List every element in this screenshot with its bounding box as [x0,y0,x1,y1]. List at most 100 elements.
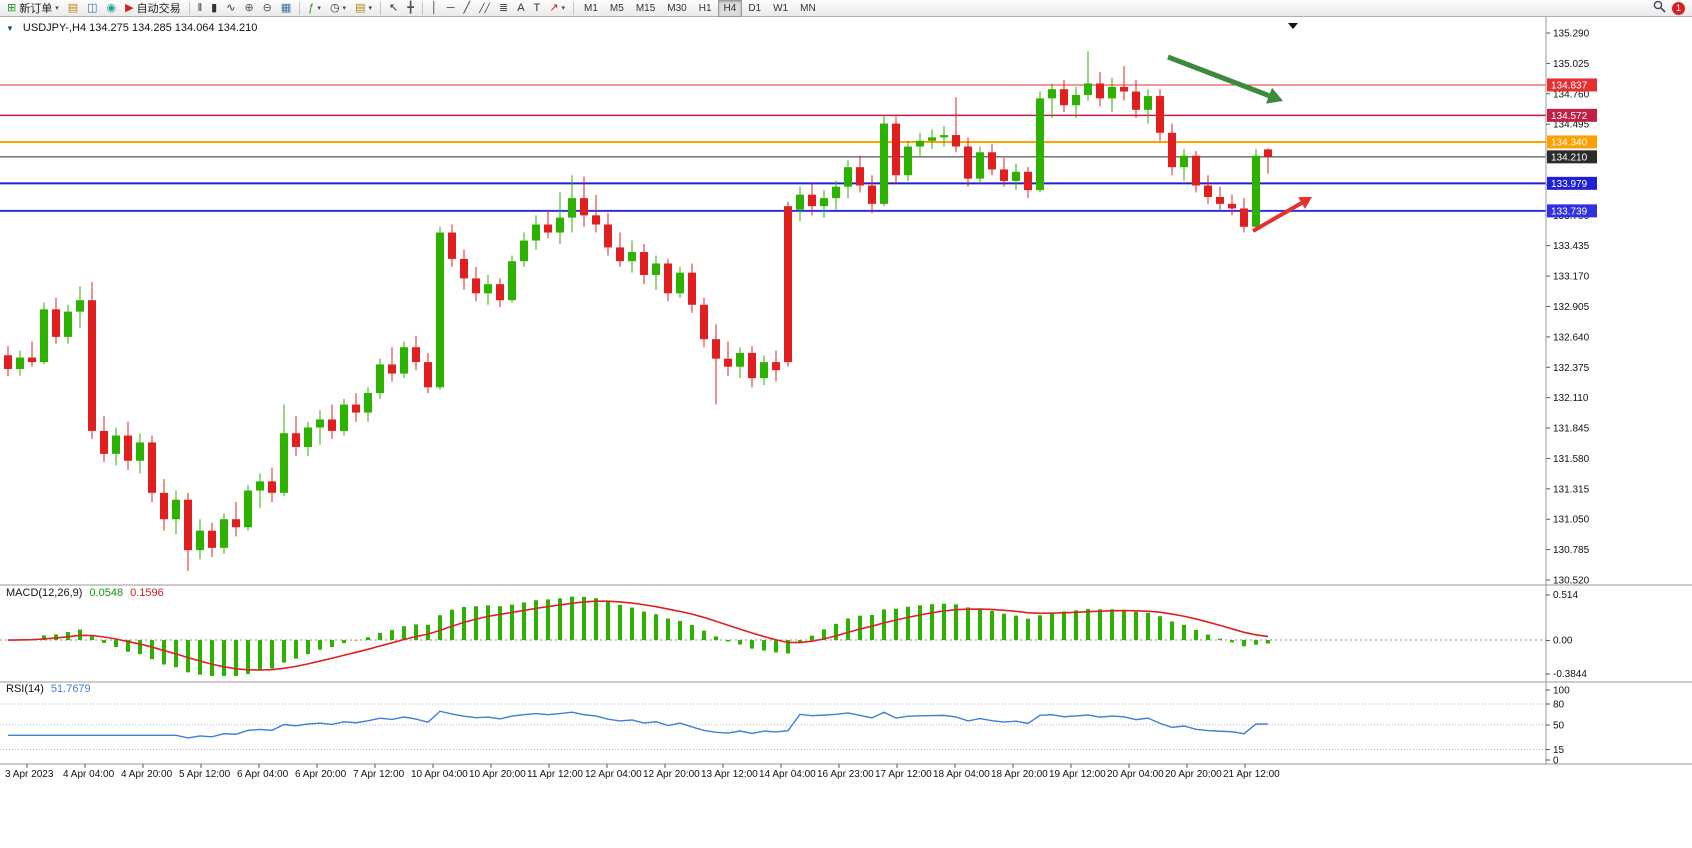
candle [664,263,672,294]
candle [808,194,816,207]
timeframe-MN[interactable]: MN [800,2,816,14]
timeframe-M5[interactable]: M5 [609,2,624,14]
svg-text:80: 80 [1553,700,1565,711]
search-icon[interactable] [1653,0,1666,16]
candle [508,261,516,301]
timeframe-M1[interactable]: M1 [584,2,598,14]
price-chart[interactable]: 135.290135.025134.760134.495134.230133.9… [0,17,1692,848]
candle [1024,171,1032,191]
candle [832,186,840,199]
candle [1204,185,1212,197]
candle [580,198,588,216]
candle [616,247,624,262]
periods-button[interactable]: ◷ ▾ [326,0,350,17]
profiles-button[interactable]: ▤ [64,0,82,17]
candle [316,419,324,428]
macd-main-value: 0.0548 [89,587,124,599]
timeframe-group: M1 M5 M15 M30 H1 H4 D1 W1 MN [578,0,822,17]
market-watch-button[interactable]: ◫ [83,0,101,17]
candle [520,240,528,262]
macd-indicator-label: MACD(12,26,9) 0.0548 0.1596 [6,587,164,599]
candle [1180,155,1188,168]
channel-button[interactable]: ╱╱ [475,0,494,17]
chart-window[interactable]: 135.290135.025134.760134.495134.230133.9… [0,17,1692,848]
candle [124,435,132,461]
svg-text:130.785: 130.785 [1553,545,1590,556]
zoom-in-button[interactable]: ⊕ [240,0,257,17]
svg-text:0.00: 0.00 [1553,636,1573,647]
svg-text:-0.3844: -0.3844 [1553,669,1587,680]
candle [472,278,480,294]
zoom-out-icon: ⊖ [262,1,272,14]
zoom-out-button[interactable]: ⊖ [259,0,276,17]
timeframe-W1[interactable]: W1 [773,2,789,14]
svg-text:131.845: 131.845 [1553,424,1590,435]
candle [1216,196,1224,204]
timeframe-D1[interactable]: D1 [748,2,762,14]
symbol-dropdown-icon[interactable]: ▼ [6,23,14,33]
text-icon: A [517,1,525,14]
bars-chart-button[interactable]: ‖ [194,0,207,17]
notification-badge[interactable]: 1 [1672,1,1685,15]
candle [1228,203,1236,209]
candle [112,435,120,454]
svg-text:134.837: 134.837 [1551,80,1588,91]
profiles-icon: ▤ [67,1,79,14]
toolbar-separator [421,1,423,15]
trendline-button[interactable]: ╱ [460,0,475,17]
autotrade-button[interactable]: ▶ 自动交易 [121,0,184,17]
candle [856,167,864,186]
candle [1072,94,1080,106]
candle [268,481,276,493]
candle [784,206,792,363]
timeframe-H1[interactable]: H1 [698,2,712,14]
svg-text:132.905: 132.905 [1553,302,1590,313]
indicators-button[interactable]: ƒ ▾ [304,0,325,17]
line-chart-button[interactable]: ∿ [222,0,239,17]
toolbar-right-group: 1 [1653,0,1689,16]
svg-text:134.760: 134.760 [1553,89,1590,100]
candle [400,347,408,374]
candle [1120,86,1128,92]
candles[interactable] [4,51,1272,571]
timeframe-H4[interactable]: H4 [717,0,743,17]
candle [424,362,432,388]
text-label-button[interactable]: T [530,0,545,17]
text-button[interactable]: A [513,0,528,17]
trendline-icon: ╱ [463,1,471,14]
candlestick-chart-button[interactable]: ▮ [207,0,221,17]
navigator-button[interactable]: ◉ [103,0,121,17]
candle [256,481,264,491]
arrows-icon: ↗ [549,1,559,14]
svg-text:133.435: 133.435 [1553,241,1590,252]
templates-button[interactable]: ▤ ▾ [351,0,376,17]
horizontal-line-button[interactable]: ─ [443,0,459,17]
svg-text:12 Apr 04:00: 12 Apr 04:00 [585,769,642,780]
svg-text:131.315: 131.315 [1553,484,1590,495]
autotrade-icon: ▶ [125,1,134,14]
candle [388,364,396,374]
zoom-in-icon: ⊕ [244,1,254,14]
macd-name: MACD(12,26,9) [6,587,83,599]
timeframe-M30[interactable]: M30 [667,2,687,14]
timeframe-M15[interactable]: M15 [635,2,656,14]
tile-windows-button[interactable]: ▦ [277,0,295,17]
svg-text:10 Apr 20:00: 10 Apr 20:00 [469,769,526,780]
svg-text:134.210: 134.210 [1551,152,1588,163]
svg-text:130.520: 130.520 [1553,576,1590,587]
svg-text:18 Apr 20:00: 18 Apr 20:00 [991,769,1048,780]
toolbar-separator [573,1,574,15]
fibonacci-icon: ≣ [498,1,509,14]
cursor-button[interactable]: ↖ [385,0,402,17]
candle [232,519,240,528]
chevron-down-icon: ▾ [317,5,321,12]
new-order-button[interactable]: ⊞ 新订单 ▾ [3,0,63,17]
fibonacci-button[interactable]: ≣ [495,0,512,17]
arrows-button[interactable]: ↗ ▾ [545,0,569,17]
candle [556,217,564,233]
crosshair-button[interactable]: ╋ [403,0,418,17]
candle [1096,83,1104,99]
vertical-line-button[interactable]: │ [427,0,442,17]
svg-text:19 Apr 12:00: 19 Apr 12:00 [1049,769,1106,780]
text-label-icon: T [533,1,541,14]
